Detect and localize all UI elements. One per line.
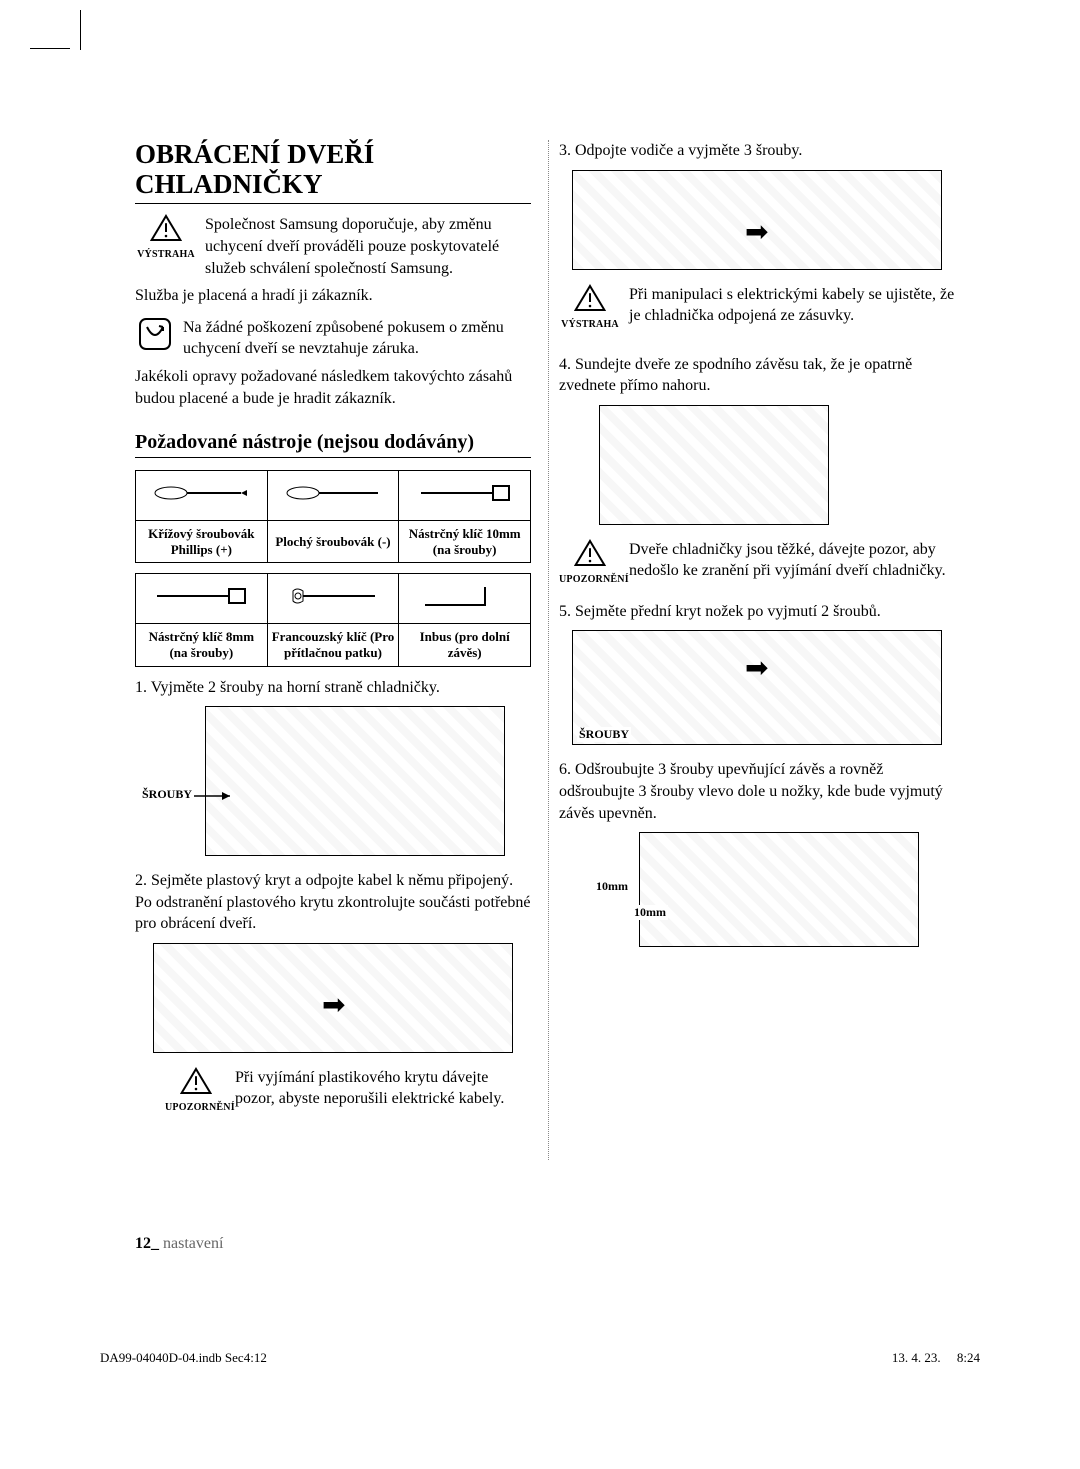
tools-heading: Požadované nástroje (nejsou dodávány) xyxy=(135,431,531,458)
figure-label-10mm: 10mm xyxy=(632,905,668,920)
tool-label: Nástrčný klíč 10mm (na šrouby) xyxy=(399,521,531,563)
figure-label-10mm: 10mm xyxy=(594,879,630,894)
figure-step3: ➡ xyxy=(572,170,942,270)
step-4: 4. Sundejte dveře ze spodního závěsu tak… xyxy=(559,354,955,397)
tools-table-1: Křížový šroubovák Phillips (+) Plochý šr… xyxy=(135,470,531,563)
step-5: 5. Sejměte přední kryt nožek po vyjmutí … xyxy=(559,601,955,623)
step-6: 6. Odšroubujte 3 šrouby upevňující závěs… xyxy=(559,759,955,824)
page-title: OBRÁCENÍ DVEŘÍ CHLADNIČKY xyxy=(135,140,531,204)
print-time: 8:24 xyxy=(957,1350,980,1365)
warning-extra: Služba je placená a hradí ji zákazník. xyxy=(135,285,531,307)
tool-label: Plochý šroubovák (-) xyxy=(267,521,399,563)
tool-img xyxy=(267,471,399,521)
figure-step2: ➡ xyxy=(153,943,513,1053)
caution-note-1: UPOZORNĚNÍ Při vyjímání plastikového kry… xyxy=(165,1067,531,1113)
figure-label-srouby: ŠROUBY xyxy=(140,787,194,802)
info-extra: Jakékoli opravy požadované následkem tak… xyxy=(135,366,531,409)
figure-step1: ŠROUBY xyxy=(205,706,505,856)
step-1: 1. Vyjměte 2 šrouby na horní straně chla… xyxy=(135,677,531,699)
caution-note-2: UPOZORNĚNÍ Dveře chladničky jsou těžké, … xyxy=(559,539,955,585)
warning-note-1: VÝSTRAHA Společnost Samsung doporučuje, … xyxy=(135,214,531,279)
tools-table-2: Nástrčný klíč 8mm (na šrouby) Francouzsk… xyxy=(135,573,531,666)
warning-label: VÝSTRAHA xyxy=(135,249,197,260)
page-content: OBRÁCENÍ DVEŘÍ CHLADNIČKY VÝSTRAHA Spole… xyxy=(135,140,955,1119)
figure-step6: 10mm 10mm xyxy=(639,832,919,947)
tool-label: Křížový šroubovák Phillips (+) xyxy=(136,521,268,563)
crop-mark xyxy=(60,30,100,70)
caution-label: UPOZORNĚNÍ xyxy=(559,574,621,585)
caution-label: UPOZORNĚNÍ xyxy=(165,1102,227,1113)
page-footer: 12_ nastavení xyxy=(135,1235,223,1253)
print-file: DA99-04040D-04.indb Sec4:12 xyxy=(100,1350,267,1366)
print-date: 13. 4. 23. xyxy=(892,1350,941,1365)
arrow-icon: ➡ xyxy=(322,988,345,1022)
caution-text: Při vyjímání plastikového krytu dávejte … xyxy=(235,1067,531,1110)
warning-note-2: VÝSTRAHA Při manipulaci s elektrickými k… xyxy=(559,284,955,330)
caution-icon: UPOZORNĚNÍ xyxy=(559,539,621,585)
warning-label: VÝSTRAHA xyxy=(559,319,621,330)
arrow-icon: ➡ xyxy=(745,651,768,685)
tool-label: Inbus (pro dolní závěs) xyxy=(399,624,531,666)
info-text: Na žádné poškození způsobené pokusem o z… xyxy=(183,317,531,360)
figure-label-srouby: ŠROUBY xyxy=(577,727,631,742)
warning-text: Společnost Samsung doporučuje, aby změnu… xyxy=(205,214,531,279)
figure-step5: ➡ ŠROUBY xyxy=(572,630,942,745)
step-3: 3. Odpojte vodiče a vyjměte 3 šrouby. xyxy=(559,140,955,162)
warning-text: Při manipulaci s elektrickými kabely se … xyxy=(629,284,955,327)
figure-step4 xyxy=(599,405,829,525)
info-note-1: Na žádné poškození způsobené pokusem o z… xyxy=(135,317,531,360)
caution-text: Dveře chladničky jsou těžké, dávejte poz… xyxy=(629,539,955,582)
info-icon xyxy=(135,317,175,356)
step-2: 2. Sejměte plastový kryt a odpojte kabel… xyxy=(135,870,531,935)
tool-img xyxy=(136,471,268,521)
left-column: OBRÁCENÍ DVEŘÍ CHLADNIČKY VÝSTRAHA Spole… xyxy=(135,140,531,1119)
right-column: 3. Odpojte vodiče a vyjměte 3 šrouby. ➡ … xyxy=(559,140,955,1119)
page-section: nastavení xyxy=(163,1235,223,1252)
tool-label: Nástrčný klíč 8mm (na šrouby) xyxy=(136,624,268,666)
tool-img xyxy=(399,574,531,624)
arrow-icon: ➡ xyxy=(745,215,768,249)
page-number: 12_ xyxy=(135,1235,159,1252)
warning-icon: VÝSTRAHA xyxy=(135,214,197,260)
tool-img xyxy=(399,471,531,521)
tool-img xyxy=(267,574,399,624)
caution-icon: UPOZORNĚNÍ xyxy=(165,1067,227,1113)
tool-label: Francouzský klíč (Pro přítlačnou patku) xyxy=(267,624,399,666)
warning-icon: VÝSTRAHA xyxy=(559,284,621,330)
tool-img xyxy=(136,574,268,624)
print-footer: DA99-04040D-04.indb Sec4:12 13. 4. 23. 8… xyxy=(100,1350,980,1366)
